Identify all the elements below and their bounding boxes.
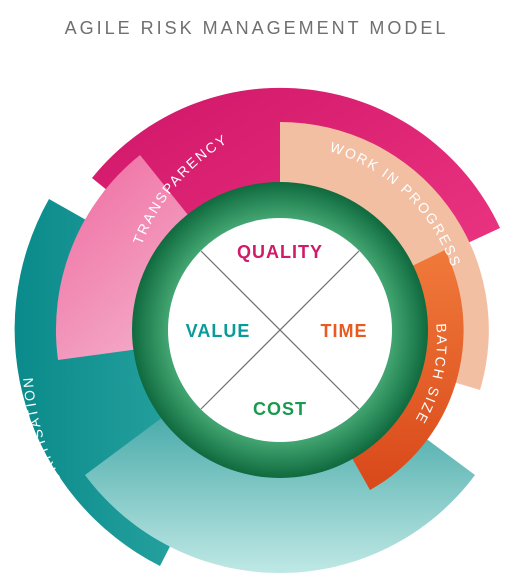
label-value: VALUE: [186, 321, 251, 341]
label-cost: COST: [253, 399, 307, 419]
label-time: TIME: [321, 321, 368, 341]
page-title: AGILE RISK MANAGEMENT MODEL: [0, 18, 513, 39]
label-quality: QUALITY: [237, 242, 323, 262]
diagram-svg: QUALITY VALUE TIME COST TRANSPARENCY WOR…: [0, 0, 513, 579]
